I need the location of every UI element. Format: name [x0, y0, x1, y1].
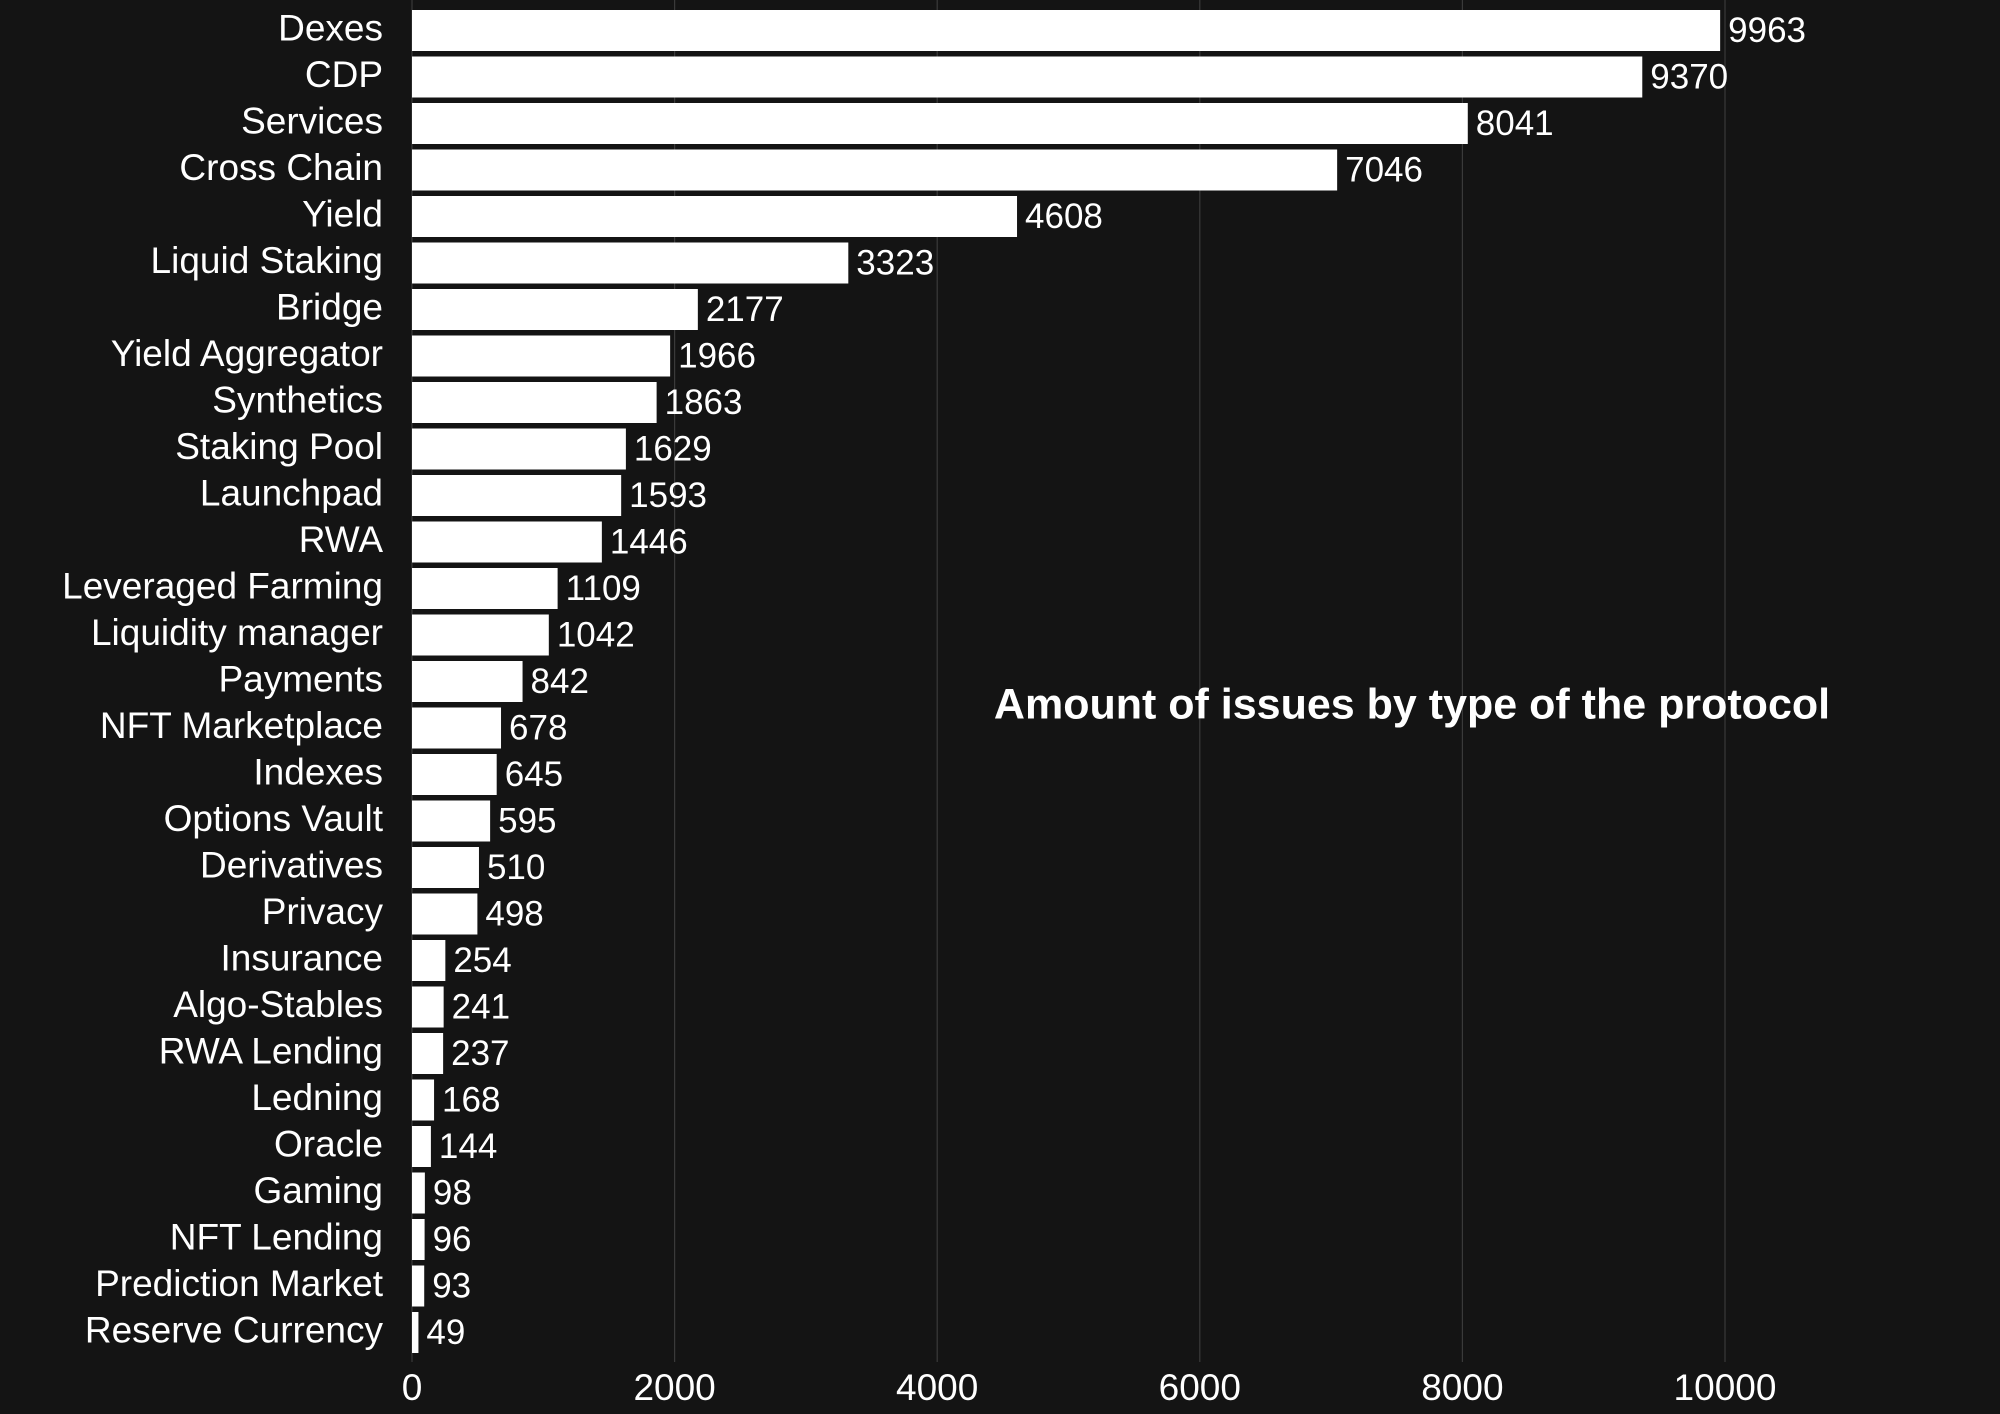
value-label: 237	[451, 1034, 509, 1073]
category-label: Gaming	[253, 1170, 383, 1211]
value-label: 98	[433, 1173, 472, 1212]
value-label: 645	[505, 755, 563, 794]
value-label: 96	[433, 1220, 472, 1259]
x-tick-label: 6000	[1159, 1367, 1241, 1408]
category-label: Oracle	[274, 1123, 383, 1164]
value-label: 93	[432, 1266, 471, 1305]
value-label: 2177	[706, 290, 784, 329]
category-label: Yield	[302, 193, 383, 234]
bar	[412, 196, 1018, 237]
bar	[412, 149, 1338, 191]
value-label: 241	[452, 987, 510, 1026]
category-label: Reserve Currency	[85, 1309, 384, 1350]
category-label: Insurance	[221, 937, 384, 978]
category-label: RWA	[299, 519, 384, 560]
value-label: 4608	[1025, 197, 1103, 236]
bar	[412, 893, 478, 935]
category-label: CDP	[305, 54, 383, 95]
category-label: NFT Lending	[170, 1216, 383, 1257]
x-tick-label: 10000	[1674, 1367, 1777, 1408]
category-label: Derivatives	[200, 844, 383, 885]
category-label: Dexes	[278, 7, 383, 48]
value-label: 49	[426, 1313, 465, 1352]
chart-title: Amount of issues by type of the protocol	[994, 680, 1830, 728]
value-label: 1629	[634, 429, 712, 468]
category-label: Leveraged Farming	[62, 565, 383, 606]
bar	[412, 521, 602, 563]
category-label: Synthetics	[212, 379, 383, 420]
bar	[412, 707, 502, 749]
x-tick-label: 4000	[896, 1367, 978, 1408]
bar	[412, 242, 849, 284]
category-label: Indexes	[253, 751, 383, 792]
category-label: Payments	[218, 658, 383, 699]
bar	[412, 1126, 431, 1167]
value-label: 510	[487, 848, 545, 887]
value-label: 498	[485, 894, 543, 933]
x-axis-ticks: 0 2000 4000 6000 8000 10000	[402, 1367, 1777, 1408]
category-label: RWA Lending	[159, 1030, 383, 1071]
bar	[412, 475, 622, 516]
value-label: 1446	[610, 522, 688, 561]
bar	[412, 10, 1721, 51]
bars	[412, 10, 1721, 1353]
value-label: 9370	[1650, 57, 1728, 96]
category-label: Prediction Market	[95, 1263, 384, 1304]
category-labels: Dexes CDP Services Cross Chain Yield Liquid S…	[62, 7, 384, 1350]
category-label: Liquidity manager	[91, 612, 383, 653]
bar	[412, 1079, 435, 1121]
category-label: Launchpad	[200, 472, 383, 513]
bar	[412, 1312, 419, 1353]
value-label: 678	[509, 708, 567, 747]
value-label: 1042	[557, 615, 635, 654]
x-tick-label: 8000	[1421, 1367, 1503, 1408]
x-tick-label: 2000	[633, 1367, 715, 1408]
category-label: Bridge	[276, 286, 383, 327]
category-label: Algo-Stables	[173, 984, 383, 1025]
value-label: 1863	[665, 383, 743, 422]
value-label: 254	[453, 941, 511, 980]
value-label: 1966	[678, 336, 756, 375]
value-label: 1109	[566, 569, 641, 608]
category-label: Liquid Staking	[151, 240, 383, 281]
category-label: NFT Marketplace	[100, 705, 383, 746]
value-label: 842	[531, 662, 589, 701]
bar	[412, 103, 1468, 144]
value-label: 595	[498, 801, 556, 840]
bar	[412, 940, 446, 981]
bar	[412, 986, 444, 1028]
bar	[412, 614, 549, 656]
bar	[412, 847, 479, 888]
value-label: 144	[439, 1127, 497, 1166]
bar	[412, 800, 491, 842]
category-label: Services	[241, 100, 383, 141]
value-label: 7046	[1345, 150, 1423, 189]
value-label: 168	[442, 1080, 500, 1119]
bar	[412, 754, 497, 795]
bar	[412, 661, 523, 702]
value-label: 9963	[1728, 11, 1806, 50]
bar	[412, 382, 657, 423]
bar	[412, 1172, 425, 1214]
value-label: 3323	[856, 243, 934, 282]
bar	[412, 335, 671, 377]
category-label: Ledning	[251, 1077, 383, 1118]
value-label: 1593	[629, 476, 707, 515]
category-label: Options Vault	[164, 798, 384, 839]
category-label: Yield Aggregator	[111, 333, 383, 374]
bar	[412, 56, 1643, 98]
bar	[412, 289, 698, 330]
category-label: Staking Pool	[175, 426, 383, 467]
bar	[412, 1265, 425, 1307]
bar	[412, 428, 626, 470]
bar	[412, 1219, 425, 1260]
bar	[412, 1033, 444, 1074]
category-label: Privacy	[262, 891, 384, 932]
category-label: Cross Chain	[179, 147, 383, 188]
x-tick-label: 0	[402, 1367, 423, 1408]
bar	[412, 568, 558, 609]
value-label: 8041	[1476, 104, 1554, 143]
